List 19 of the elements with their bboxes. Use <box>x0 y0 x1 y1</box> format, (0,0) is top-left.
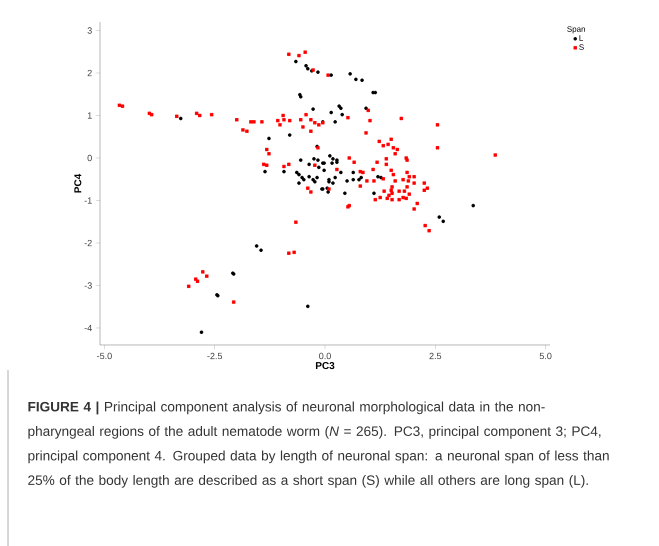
y-tick-label: -2 <box>84 240 92 246</box>
x-tick-label: 0.0 <box>319 352 331 360</box>
y-axis-title: PC4 <box>74 174 82 193</box>
y-tick-label: -4 <box>84 324 92 332</box>
y-tick-label: 3 <box>88 27 92 34</box>
text: FIGURE 4 | Principal component analysis of neuronal morphological data in the non-pharyngeal regions of the adult nematode worm (N = 265). PC3, principal component 3; PC4, principal component 4. Grouped data by length of neuronal span: a neuronal span of less than 25% of the body length are described as a short span (S) while all others are long span (L). <box>28 402 609 488</box>
y-tick-label: 1 <box>88 112 92 119</box>
y-tick-label: 2 <box>88 70 92 76</box>
y-tick-label: 0 <box>88 154 92 162</box>
x-tick-label: 5.0 <box>540 352 552 360</box>
x-tick-label: 2.5 <box>429 352 442 360</box>
x-tick-label: -5.0 <box>97 352 112 360</box>
legend-label: L <box>579 35 584 41</box>
legend-label: S <box>579 44 584 50</box>
x-axis-title: PC3 <box>316 362 334 370</box>
x-tick-label: -2.5 <box>207 352 222 360</box>
legend-title: Span <box>567 26 586 34</box>
y-tick-label: -3 <box>84 282 92 289</box>
y-tick-label: -1 <box>84 197 92 204</box>
